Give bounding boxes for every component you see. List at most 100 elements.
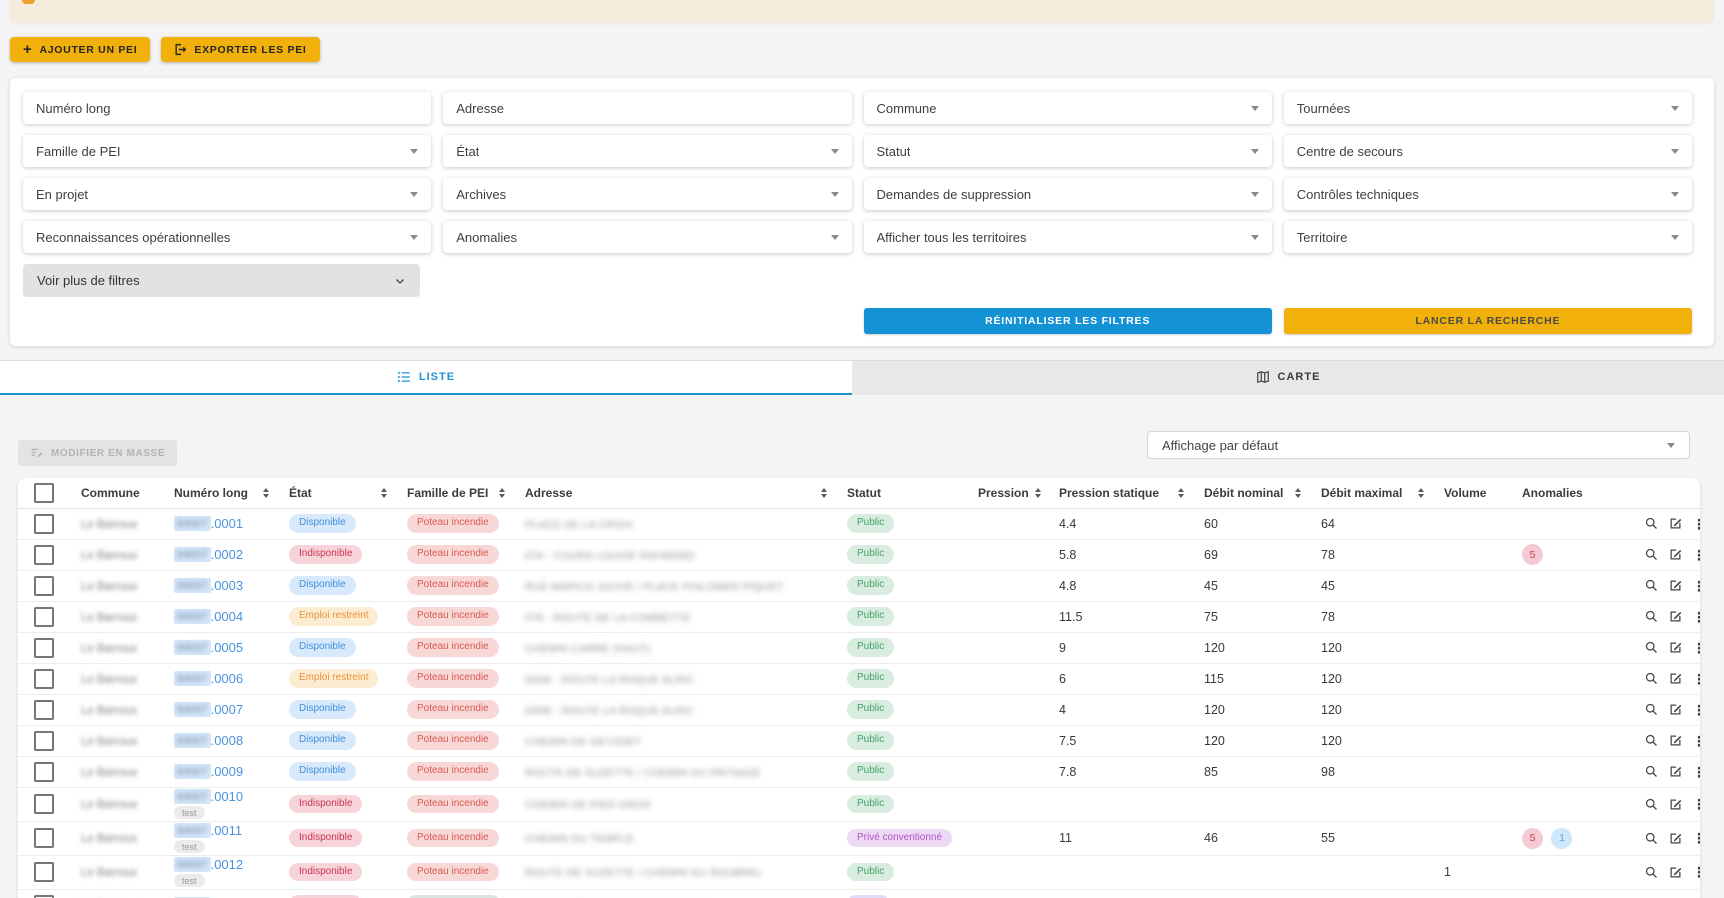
add-pei-button[interactable]: + AJOUTER UN PEI — [10, 37, 151, 62]
reset-filters-button[interactable]: RÉINITIALISER LES FILTRES — [863, 308, 1272, 334]
edit-icon[interactable] — [1668, 547, 1683, 562]
filters-panel: Numéro long Adresse Commune Tournées — [10, 78, 1714, 346]
view-icon[interactable] — [1644, 547, 1659, 562]
more-actions-icon[interactable]: ⋮ — [1692, 548, 1700, 562]
row-checkbox[interactable] — [34, 513, 54, 534]
more-actions-icon[interactable]: ⋮ — [1692, 734, 1700, 748]
filter-field[interactable]: Statut — [863, 135, 1272, 167]
filter-field[interactable]: Tournées — [1283, 92, 1692, 124]
filter-field[interactable]: État — [443, 135, 852, 167]
numero-long-link[interactable]: .0005 — [210, 640, 244, 655]
numero-long-link[interactable]: .0002 — [210, 547, 244, 562]
more-actions-icon[interactable]: ⋮ — [1692, 672, 1700, 686]
view-icon[interactable] — [1644, 516, 1659, 531]
select-all-checkbox[interactable] — [34, 482, 54, 503]
bulk-edit-button[interactable]: MODIFIER EN MASSE — [18, 440, 178, 466]
row-checkbox[interactable] — [34, 637, 54, 658]
more-actions-icon[interactable]: ⋮ — [1692, 579, 1700, 593]
numero-long-link[interactable]: .0006 — [210, 671, 244, 686]
edit-icon[interactable] — [1668, 609, 1683, 624]
row-checkbox[interactable] — [34, 668, 54, 689]
sort-icon[interactable] — [381, 487, 387, 498]
view-icon[interactable] — [1644, 865, 1659, 880]
display-mode-select[interactable]: Affichage par défaut — [1147, 431, 1690, 459]
sort-icon[interactable] — [821, 487, 827, 498]
row-checkbox[interactable] — [34, 699, 54, 720]
more-filters-button[interactable]: Voir plus de filtres — [23, 264, 420, 297]
edit-icon[interactable] — [1668, 831, 1683, 846]
filter-field[interactable]: Territoire — [1283, 221, 1692, 253]
sort-icon[interactable] — [1418, 487, 1424, 498]
edit-icon[interactable] — [1668, 640, 1683, 655]
edit-icon[interactable] — [1668, 671, 1683, 686]
view-icon[interactable] — [1644, 702, 1659, 717]
tab-carte[interactable]: CARTE — [852, 361, 1724, 395]
more-actions-icon[interactable]: ⋮ — [1692, 831, 1700, 845]
more-actions-icon[interactable]: ⋮ — [1692, 703, 1700, 717]
numero-long-link[interactable]: .0010 — [210, 789, 244, 804]
filter-field[interactable]: En projet — [23, 178, 432, 210]
numero-long-link[interactable]: .0007 — [210, 702, 244, 717]
edit-icon[interactable] — [1668, 578, 1683, 593]
view-icon[interactable] — [1644, 733, 1659, 748]
view-icon[interactable] — [1644, 764, 1659, 779]
more-actions-icon[interactable]: ⋮ — [1692, 865, 1700, 879]
row-checkbox[interactable] — [34, 828, 54, 848]
row-checkbox[interactable] — [34, 794, 54, 814]
sort-icon[interactable] — [499, 487, 505, 498]
edit-icon[interactable] — [1668, 516, 1683, 531]
export-pei-button[interactable]: EXPORTER LES PEI — [161, 37, 320, 62]
filter-field[interactable]: Demandes de suppression — [863, 178, 1272, 210]
edit-icon[interactable] — [1668, 702, 1683, 717]
edit-icon[interactable] — [1668, 764, 1683, 779]
sort-icon[interactable] — [263, 487, 269, 498]
numero-long-link[interactable]: .0001 — [210, 516, 244, 531]
filter-field[interactable]: Adresse — [443, 92, 852, 124]
numero-long-link[interactable]: .0008 — [210, 733, 244, 748]
edit-icon[interactable] — [1668, 733, 1683, 748]
more-actions-icon[interactable]: ⋮ — [1692, 765, 1700, 779]
numero-long-link[interactable]: .0012 — [210, 857, 244, 872]
filter-field[interactable]: Centre de secours — [1283, 135, 1692, 167]
sort-icon[interactable] — [1295, 487, 1301, 498]
more-actions-icon[interactable]: ⋮ — [1692, 797, 1700, 811]
row-checkbox[interactable] — [34, 606, 54, 627]
filter-field[interactable]: Afficher tous les territoires — [863, 221, 1272, 253]
numero-long-link[interactable]: .0004 — [210, 609, 244, 624]
numero-long-link[interactable]: .0011 — [210, 823, 243, 838]
row-checkbox[interactable] — [34, 544, 54, 565]
filter-field[interactable]: Famille de PEI — [23, 135, 432, 167]
view-icon[interactable] — [1644, 578, 1659, 593]
filter-field[interactable]: Numéro long — [23, 92, 432, 124]
edit-icon[interactable] — [1668, 865, 1683, 880]
view-icon[interactable] — [1644, 831, 1659, 846]
sort-icon[interactable] — [1178, 487, 1184, 498]
filter-field[interactable]: Archives — [443, 178, 852, 210]
edit-icon[interactable] — [1668, 797, 1683, 812]
filter-field[interactable]: Commune — [863, 92, 1272, 124]
row-checkbox[interactable] — [34, 894, 54, 898]
row-checkbox[interactable] — [34, 761, 54, 782]
view-icon[interactable] — [1644, 671, 1659, 686]
view-icon[interactable] — [1644, 640, 1659, 655]
numero-prefix-redacted: 84007 — [174, 733, 211, 748]
numero-long-link[interactable]: .0009 — [210, 764, 244, 779]
tab-liste[interactable]: LISTE — [0, 361, 852, 395]
numero-long-link[interactable]: .0003 — [210, 578, 244, 593]
adresse-redacted: D938 - ROUTE LA ROQUE ALRIC — [525, 704, 695, 717]
view-icon[interactable] — [1644, 609, 1659, 624]
filter-field[interactable]: Reconnaissances opérationnelles — [23, 221, 432, 253]
more-actions-icon[interactable]: ⋮ — [1692, 610, 1700, 624]
filter-field[interactable]: Contrôles techniques — [1283, 178, 1692, 210]
launch-search-button[interactable]: LANCER LA RECHERCHE — [1283, 308, 1692, 334]
table-row: Le Barroux 84007.0009 Disponible Poteau … — [18, 756, 1700, 787]
more-actions-icon[interactable]: ⋮ — [1692, 641, 1700, 655]
filter-field[interactable]: Anomalies — [443, 221, 852, 253]
row-checkbox[interactable] — [34, 730, 54, 751]
sort-icon[interactable] — [1034, 487, 1041, 498]
row-checkbox[interactable] — [34, 862, 54, 882]
famille-badge: Poteau incendie — [407, 762, 499, 781]
more-actions-icon[interactable]: ⋮ — [1692, 517, 1700, 531]
view-icon[interactable] — [1644, 797, 1659, 812]
row-checkbox[interactable] — [34, 575, 54, 596]
